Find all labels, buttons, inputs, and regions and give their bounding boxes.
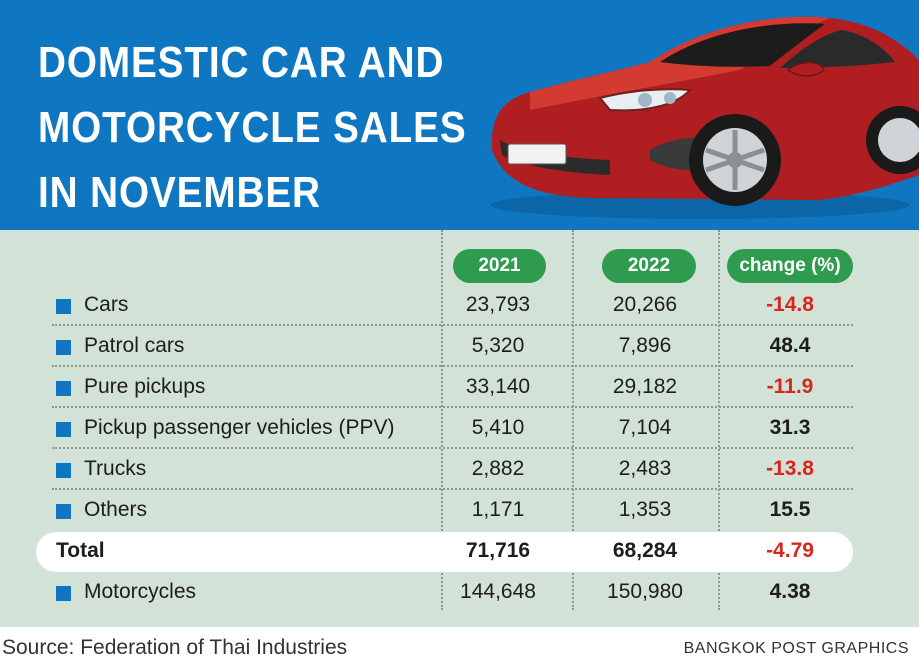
value-2021: 33,140 <box>465 375 531 398</box>
row-label: Pure pickups <box>84 375 206 398</box>
value-2022: 150,980 <box>607 580 683 603</box>
value-2021: 23,793 <box>465 293 531 316</box>
header-banner: DOMESTIC CAR AND MOTORCYCLE SALES IN NOV… <box>0 0 919 230</box>
blue-square-bullet-icon <box>56 340 71 355</box>
row-label: Patrol cars <box>84 334 185 357</box>
blue-square-bullet-icon <box>56 422 71 437</box>
change-value: 4.38 <box>769 580 811 603</box>
value-2022: 2,483 <box>618 457 672 480</box>
row-separator <box>52 365 853 367</box>
total-highlight-bar <box>36 532 853 572</box>
blue-square-bullet-icon <box>56 381 71 396</box>
table-row: Patrol cars 5,320 7,896 48.4 <box>0 327 919 367</box>
title-line-1: DOMESTIC CAR AND <box>38 38 445 87</box>
value-2022: 29,182 <box>612 375 678 398</box>
column-divider <box>572 230 574 610</box>
blue-square-bullet-icon <box>56 504 71 519</box>
table-row: Cars 23,793 20,266 -14.8 <box>0 286 919 326</box>
row-label: Trucks <box>84 457 147 480</box>
change-value: -11.9 <box>766 375 814 398</box>
motorcycles-row: Motorcycles 144,648 150,980 4.38 <box>0 573 919 613</box>
row-label: Pickup passenger vehicles (PPV) <box>84 416 395 439</box>
table-row: Pure pickups 33,140 29,182 -11.9 <box>0 368 919 408</box>
change-value: 15.5 <box>769 498 811 521</box>
change-value: 31.3 <box>769 416 811 439</box>
page-title: DOMESTIC CAR AND MOTORCYCLE SALES IN NOV… <box>38 30 467 225</box>
change-value: -13.8 <box>766 457 814 480</box>
table-row: Trucks 2,882 2,483 -13.8 <box>0 450 919 490</box>
row-separator <box>52 488 853 490</box>
row-label: Cars <box>84 293 129 316</box>
value-2022: 20,266 <box>612 293 678 316</box>
value-2022: 7,896 <box>618 334 672 357</box>
column-header-2021: 2021 <box>453 249 546 283</box>
total-2022: 68,284 <box>612 539 678 562</box>
row-separator <box>52 406 853 408</box>
value-2021: 5,320 <box>471 334 525 357</box>
column-header-change: change (%) <box>727 249 853 283</box>
title-line-2: MOTORCYCLE SALES <box>38 103 467 152</box>
value-2022: 7,104 <box>618 416 672 439</box>
change-value: -14.8 <box>766 293 814 316</box>
total-2021: 71,716 <box>465 539 531 562</box>
sales-table: 2021 2022 change (%) Cars 23,793 20,266 … <box>0 230 919 627</box>
change-value: 48.4 <box>769 334 811 357</box>
row-label: Others <box>84 498 148 521</box>
column-divider <box>441 230 443 610</box>
value-2022: 1,353 <box>618 498 672 521</box>
value-2021: 144,648 <box>460 580 536 603</box>
row-separator <box>52 324 853 326</box>
row-label: Motorcycles <box>84 580 197 603</box>
table-row: Others 1,171 1,353 15.5 <box>0 491 919 531</box>
value-2021: 2,882 <box>471 457 525 480</box>
total-label: Total <box>56 539 105 562</box>
row-separator <box>52 447 853 449</box>
value-2021: 1,171 <box>471 498 525 521</box>
total-change: -4.79 <box>766 539 814 562</box>
value-2021: 5,410 <box>471 416 525 439</box>
title-line-3: IN NOVEMBER <box>38 168 321 217</box>
table-row: Pickup passenger vehicles (PPV) 5,410 7,… <box>0 409 919 449</box>
total-row: Total 71,716 68,284 -4.79 <box>0 532 919 572</box>
red-car-illustration <box>490 16 919 219</box>
graphics-credit: BANGKOK POST GRAPHICS <box>683 640 909 657</box>
blue-square-bullet-icon <box>56 463 71 478</box>
column-header-2022: 2022 <box>602 249 696 283</box>
column-divider <box>718 230 720 610</box>
blue-square-bullet-icon <box>56 299 71 314</box>
blue-square-bullet-icon <box>56 586 71 601</box>
source-note: Source: Federation of Thai Industries <box>2 636 348 659</box>
